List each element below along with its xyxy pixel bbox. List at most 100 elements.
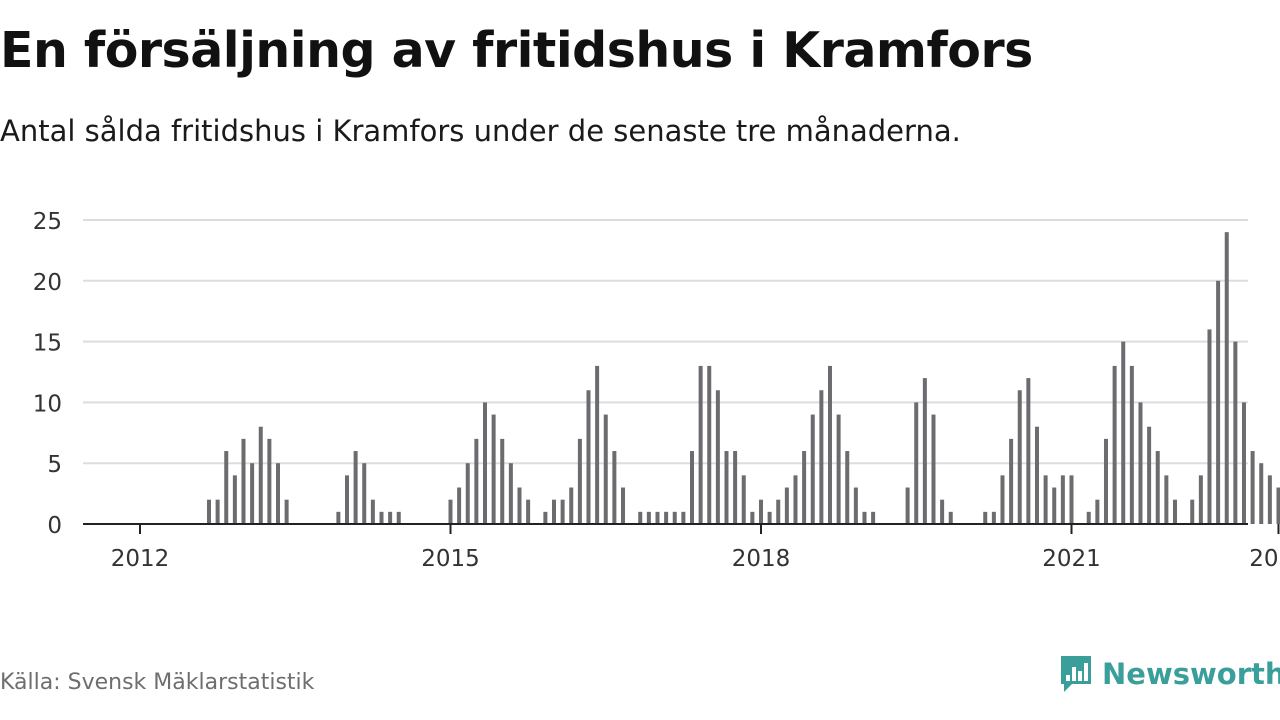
bar — [1207, 329, 1212, 524]
bar — [776, 499, 781, 524]
bar — [603, 414, 608, 524]
bar — [1250, 451, 1255, 524]
bar — [258, 426, 263, 524]
bar — [758, 499, 763, 524]
bar — [1069, 475, 1074, 524]
bar — [1233, 341, 1238, 524]
bar — [1000, 475, 1005, 524]
bar — [1121, 341, 1126, 524]
bar — [1190, 499, 1195, 524]
bar — [871, 511, 876, 524]
bar — [948, 511, 953, 524]
y-tick-label: 25 — [33, 209, 62, 235]
bar — [1009, 438, 1014, 524]
bar — [1060, 475, 1065, 524]
bar — [715, 390, 720, 524]
bar — [224, 451, 229, 524]
bar — [526, 499, 531, 524]
bar — [551, 499, 556, 524]
bar — [448, 499, 453, 524]
bar — [620, 487, 625, 524]
bar — [689, 451, 694, 524]
bar — [267, 438, 272, 524]
x-tick-label: 2015 — [421, 546, 480, 572]
bar — [1095, 499, 1100, 524]
bar — [465, 463, 470, 524]
bar — [336, 511, 341, 524]
bar — [931, 414, 936, 524]
bar — [370, 499, 375, 524]
bar — [275, 463, 280, 524]
newsworthy-logo-icon — [1061, 656, 1091, 692]
bar — [1052, 487, 1057, 524]
bar — [1043, 475, 1048, 524]
bar — [707, 365, 712, 524]
bar — [905, 487, 910, 524]
bar — [1034, 426, 1039, 524]
bar — [638, 511, 643, 524]
bar — [991, 511, 996, 524]
y-tick-label: 5 — [47, 452, 62, 478]
y-tick-label: 20 — [33, 270, 62, 296]
bar — [353, 451, 358, 524]
bar — [241, 438, 246, 524]
bar — [810, 414, 815, 524]
bar — [733, 451, 738, 524]
bar — [482, 402, 487, 524]
bar — [500, 438, 505, 524]
x-tick-label: 2018 — [732, 546, 791, 572]
y-tick-label: 10 — [33, 391, 62, 417]
bar — [664, 511, 669, 524]
bar — [1172, 499, 1177, 524]
x-tick-label: 2012 — [111, 546, 170, 572]
bar — [819, 390, 824, 524]
chart-subtitle: Antal sålda fritidshus i Kramfors under … — [0, 114, 961, 148]
bar — [457, 487, 462, 524]
x-tick-label: 2021 — [1042, 546, 1101, 572]
bar — [1276, 487, 1280, 524]
bar — [1086, 511, 1091, 524]
y-tick-label: 0 — [47, 513, 62, 539]
bar — [569, 487, 574, 524]
bar — [940, 499, 945, 524]
bar — [388, 511, 393, 524]
brand-name: Newsworthy — [1102, 657, 1280, 691]
bar — [784, 487, 789, 524]
bar — [1155, 451, 1160, 524]
bar — [1103, 438, 1108, 524]
bar — [750, 511, 755, 524]
brand-logo[interactable]: Newsworthy — [1058, 653, 1280, 695]
bar — [1164, 475, 1169, 524]
bar — [491, 414, 496, 524]
bar — [1224, 232, 1229, 524]
bar — [344, 475, 349, 524]
bar — [793, 475, 798, 524]
bar — [853, 487, 858, 524]
bar — [543, 511, 548, 524]
bar — [1026, 378, 1031, 524]
bar — [206, 499, 211, 524]
chart-area: 0510152025120122015201820212023 — [0, 190, 1280, 594]
bar — [845, 451, 850, 524]
bar — [250, 463, 255, 524]
bar — [474, 438, 479, 524]
bar — [741, 475, 746, 524]
bar — [1147, 426, 1152, 524]
bar — [698, 365, 703, 524]
bar — [612, 451, 617, 524]
bar — [646, 511, 651, 524]
bar — [232, 475, 237, 524]
bar — [681, 511, 686, 524]
bar — [836, 414, 841, 524]
bar — [1198, 475, 1203, 524]
bar — [215, 499, 220, 524]
chart-title: En försäljning av fritidshus i Kramfors — [0, 22, 1033, 79]
bar — [396, 511, 401, 524]
bar — [922, 378, 927, 524]
bar — [577, 438, 582, 524]
bar — [508, 463, 513, 524]
bar — [827, 365, 832, 524]
bar — [862, 511, 867, 524]
bar — [1017, 390, 1022, 524]
bar — [284, 499, 289, 524]
